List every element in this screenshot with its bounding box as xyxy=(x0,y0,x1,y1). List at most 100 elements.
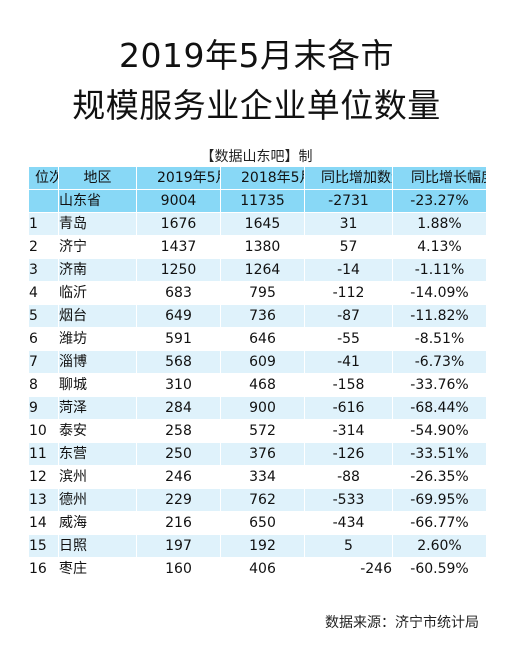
table-row: 8 聊城 310 468 -158 -33.76% xyxy=(28,373,487,397)
table-row: 3 济南 1250 1264 -14 -1.11% xyxy=(28,258,487,282)
page-title-line-1: 2019年5月末各市 xyxy=(119,36,394,75)
rate-cell: 1.88% xyxy=(392,212,487,236)
change-cell: -87 xyxy=(304,304,393,328)
header-change: 同比增加数量 xyxy=(304,166,393,190)
value-2019-cell: 160 xyxy=(136,557,221,581)
city-cell: 潍坊 xyxy=(58,327,137,351)
rate-cell: 2.60% xyxy=(392,534,487,558)
rank-cell: 15 xyxy=(28,534,59,558)
value-2019-cell: 649 xyxy=(136,304,221,328)
value-2018-cell: 650 xyxy=(220,511,305,535)
rank-cell: 14 xyxy=(28,511,59,535)
rank-cell: 7 xyxy=(28,350,59,374)
value-2019-cell: 229 xyxy=(136,488,221,512)
table-row: 6 潍坊 591 646 -55 -8.51% xyxy=(28,327,487,351)
value-2018-cell: 406 xyxy=(220,557,305,581)
change-cell: -158 xyxy=(304,373,393,397)
value-2019-cell: 1676 xyxy=(136,212,221,236)
value-2018-cell: 192 xyxy=(220,534,305,558)
value-2018-cell: 1264 xyxy=(220,258,305,282)
rate-cell: -26.35% xyxy=(392,465,487,489)
value-2018-cell: 900 xyxy=(220,396,305,420)
province-change: -2731 xyxy=(304,189,393,213)
change-cell: 5 xyxy=(304,534,393,558)
rate-cell: -1.11% xyxy=(392,258,487,282)
value-2018-cell: 646 xyxy=(220,327,305,351)
rank-cell: 13 xyxy=(28,488,59,512)
table-row: 9 菏泽 284 900 -616 -68.44% xyxy=(28,396,487,420)
province-rank-cell xyxy=(28,189,59,213)
value-2019-cell: 1437 xyxy=(136,235,221,259)
change-cell: -314 xyxy=(304,419,393,443)
city-cell: 青岛 xyxy=(58,212,137,236)
city-cell: 滨州 xyxy=(58,465,137,489)
value-2018-cell: 572 xyxy=(220,419,305,443)
rate-cell: -33.51% xyxy=(392,442,487,466)
header-rate: 同比增长幅度 xyxy=(392,166,487,190)
table-row: 1 青岛 1676 1645 31 1.88% xyxy=(28,212,487,236)
change-cell: -246 xyxy=(304,557,393,581)
table-row: 12 滨州 246 334 -88 -26.35% xyxy=(28,465,487,489)
province-2019: 9004 xyxy=(136,189,221,213)
rate-cell: -6.73% xyxy=(392,350,487,374)
header-rank: 位次 xyxy=(28,166,59,190)
city-cell: 威海 xyxy=(58,511,137,535)
value-2018-cell: 1380 xyxy=(220,235,305,259)
source-note: 数据来源：济宁市统计局 xyxy=(325,615,479,631)
value-2019-cell: 310 xyxy=(136,373,221,397)
value-2019-cell: 284 xyxy=(136,396,221,420)
rate-cell: -8.51% xyxy=(392,327,487,351)
rate-cell: -66.77% xyxy=(392,511,487,535)
value-2018-cell: 468 xyxy=(220,373,305,397)
rank-cell: 4 xyxy=(28,281,59,305)
change-cell: -533 xyxy=(304,488,393,512)
value-2019-cell: 683 xyxy=(136,281,221,305)
value-2018-cell: 762 xyxy=(220,488,305,512)
rate-cell: -68.44% xyxy=(392,396,487,420)
rank-cell: 16 xyxy=(28,557,59,581)
change-cell: 31 xyxy=(304,212,393,236)
city-cell: 泰安 xyxy=(58,419,137,443)
province-rate: -23.27% xyxy=(392,189,487,213)
city-cell: 德州 xyxy=(58,488,137,512)
rank-cell: 8 xyxy=(28,373,59,397)
value-2018-cell: 1645 xyxy=(220,212,305,236)
value-2019-cell: 1250 xyxy=(136,258,221,282)
header-region: 地区 xyxy=(58,166,137,190)
table-row: 4 临沂 683 795 -112 -14.09% xyxy=(28,281,487,305)
city-cell: 济宁 xyxy=(58,235,137,259)
province-row: 山东省 9004 11735 -2731 -23.27% xyxy=(28,189,487,213)
rank-cell: 5 xyxy=(28,304,59,328)
page-title-line-2: 规模服务业企业单位数量 xyxy=(72,86,441,125)
city-cell: 济南 xyxy=(58,258,137,282)
value-2018-cell: 376 xyxy=(220,442,305,466)
rank-cell: 9 xyxy=(28,396,59,420)
rank-cell: 1 xyxy=(28,212,59,236)
change-cell: 57 xyxy=(304,235,393,259)
change-cell: -112 xyxy=(304,281,393,305)
city-cell: 日照 xyxy=(58,534,137,558)
credit-line: 【数据山东吧】制 xyxy=(200,149,313,165)
province-2018: 11735 xyxy=(220,189,305,213)
value-2019-cell: 591 xyxy=(136,327,221,351)
city-cell: 菏泽 xyxy=(58,396,137,420)
value-2018-cell: 334 xyxy=(220,465,305,489)
city-cell: 东营 xyxy=(58,442,137,466)
rate-cell: -60.59% xyxy=(392,557,487,581)
city-cell: 枣庄 xyxy=(58,557,137,581)
change-cell: -126 xyxy=(304,442,393,466)
value-2019-cell: 197 xyxy=(136,534,221,558)
table-row: 10 泰安 258 572 -314 -54.90% xyxy=(28,419,487,443)
value-2019-cell: 568 xyxy=(136,350,221,374)
value-2019-cell: 258 xyxy=(136,419,221,443)
rate-cell: -11.82% xyxy=(392,304,487,328)
table-row: 13 德州 229 762 -533 -69.95% xyxy=(28,488,487,512)
rate-cell: -69.95% xyxy=(392,488,487,512)
rank-cell: 2 xyxy=(28,235,59,259)
table-row: 15 日照 197 192 5 2.60% xyxy=(28,534,487,558)
value-2018-cell: 795 xyxy=(220,281,305,305)
header-2019: 2019年5月末 xyxy=(136,166,221,190)
table-row: 7 淄博 568 609 -41 -6.73% xyxy=(28,350,487,374)
province-name: 山东省 xyxy=(58,189,137,213)
rate-cell: -33.76% xyxy=(392,373,487,397)
